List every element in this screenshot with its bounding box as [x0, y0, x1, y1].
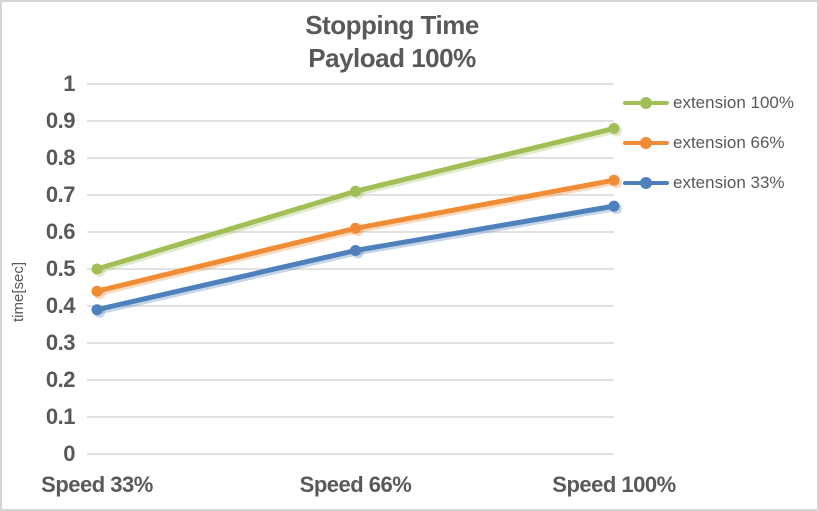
y-tick-label: 0.5	[45, 256, 76, 281]
legend-line-marker-icon	[623, 136, 669, 150]
legend-dot-icon	[640, 177, 652, 189]
y-tick-label: 0.4	[45, 293, 76, 318]
data-point-extension-66	[91, 285, 103, 297]
y-tick-label: 1	[63, 71, 75, 96]
chart-title-block: Stopping Time Payload 100%	[2, 9, 782, 75]
data-point-extension-33	[608, 200, 620, 212]
data-point-extension-100	[350, 185, 361, 197]
y-tick-label: 0.2	[45, 367, 76, 392]
legend-line-marker-icon	[623, 96, 669, 110]
y-tick-label: 0.9	[45, 108, 76, 133]
y-tick-label: 0.3	[45, 330, 76, 355]
chart-title: Stopping Time	[305, 10, 479, 40]
legend-dot-icon	[640, 97, 652, 109]
series-line-shadow-extension-66	[97, 180, 619, 296]
legend-item: extension 33%	[623, 172, 785, 194]
x-category-label: Speed 66%	[299, 472, 412, 497]
legend-line-marker-icon	[623, 176, 669, 190]
y-tick-label: 0.6	[45, 219, 76, 244]
data-point-extension-66	[350, 222, 361, 234]
y-tick-label: 0.8	[45, 145, 76, 170]
data-point-extension-100	[608, 122, 620, 134]
y-tick-label: 0.7	[45, 182, 76, 207]
data-point-extension-33	[91, 304, 103, 316]
legend-label: extension 33%	[673, 173, 785, 192]
legend-label: extension 100%	[673, 93, 794, 112]
legend-item: extension 66%	[623, 132, 785, 154]
legend-item: extension 100%	[623, 92, 794, 114]
legend-label: extension 66%	[673, 133, 785, 152]
x-category-label: Speed 33%	[41, 472, 153, 497]
legend-dot-icon	[640, 137, 652, 149]
chart-subtitle: Payload 100%	[308, 43, 476, 73]
data-point-extension-33	[350, 245, 361, 256]
data-point-extension-66	[608, 174, 620, 186]
series-line-extension-33	[94, 203, 617, 313]
y-tick-label: 0	[63, 441, 75, 466]
x-category-label: Speed 100%	[552, 472, 676, 497]
y-tick-label: 0.1	[45, 404, 76, 429]
data-point-extension-100	[91, 263, 103, 275]
